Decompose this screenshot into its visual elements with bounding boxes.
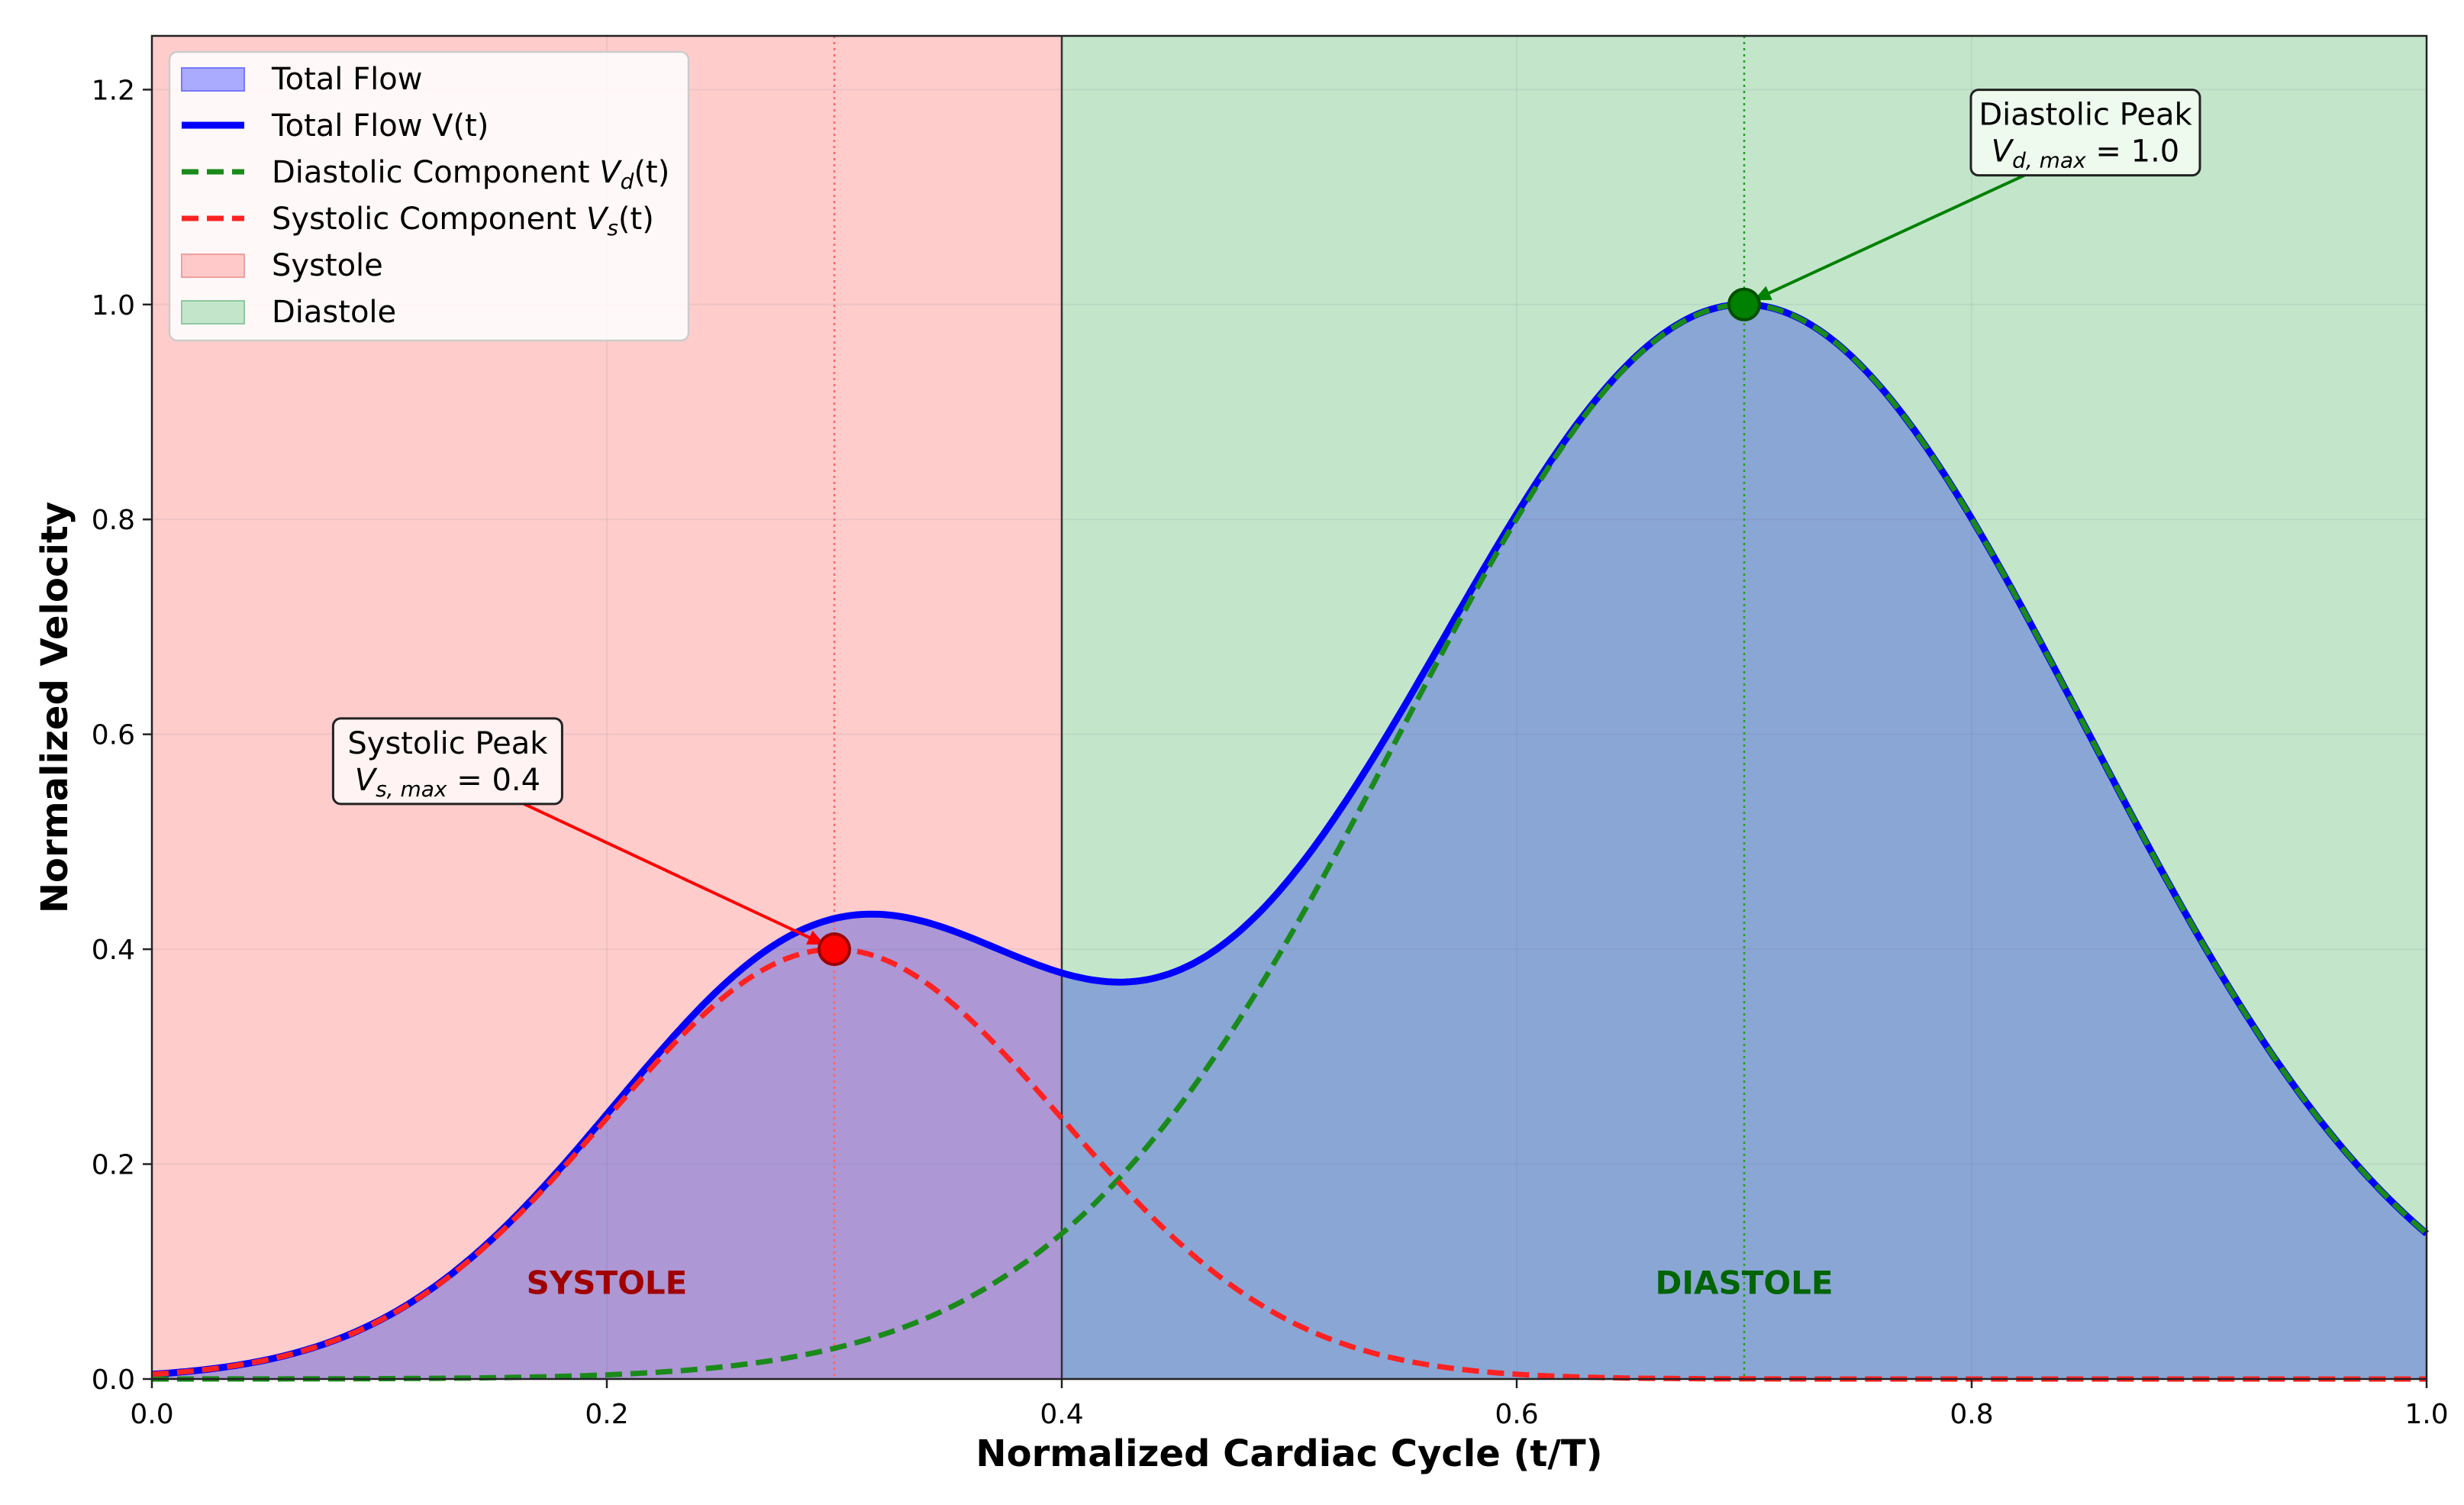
x-tick-label: 0.8 xyxy=(1950,1399,1993,1430)
diastolic-peak-label-box xyxy=(1969,89,2201,177)
legend-label-prefix: Diastolic Component xyxy=(272,155,599,190)
legend-label-prefix: Systolic Component xyxy=(272,202,586,237)
legend-swatch xyxy=(181,300,245,325)
systolic-peak-label-rest: = 0.4 xyxy=(447,763,541,798)
systolic-peak-arrow xyxy=(523,803,826,946)
legend-label-subscript: s xyxy=(607,215,618,241)
systolic-peak-marker xyxy=(818,932,851,967)
x-tick-label: 0.2 xyxy=(585,1399,628,1430)
legend-box xyxy=(168,50,690,342)
legend-label-subscript: d xyxy=(621,169,634,194)
legend-label: Diastole xyxy=(272,295,396,330)
total-flow-area xyxy=(152,304,2427,1380)
y-tick-label: 0.0 xyxy=(92,1365,135,1396)
x-tick-label: 1.0 xyxy=(2404,1399,2448,1430)
diastolic-peak-label-subscript: d, max xyxy=(2012,148,2086,173)
legend-swatch xyxy=(181,67,245,92)
systolic-peak-label-symbol: V xyxy=(355,763,378,798)
plot-frame xyxy=(150,34,2428,1381)
y-axis-label: Normalized Velocity xyxy=(34,502,76,913)
systolic-peak-label-value: Vs, max = 0.4 xyxy=(355,763,540,802)
legend-label: Total Flow xyxy=(271,62,422,97)
diastolic-peak-label-rest: = 1.0 xyxy=(2086,134,2180,170)
y-tick-label: 1.0 xyxy=(92,290,135,321)
diastolic-peak-label-title: Diastolic Peak xyxy=(1979,98,2192,133)
legend-label-symbol: V xyxy=(586,202,609,237)
legend-swatch xyxy=(181,254,245,278)
y-tick-label: 0.8 xyxy=(92,505,135,536)
region-label-diastole: DIASTOLE xyxy=(1655,1264,1833,1301)
diastolic-peak-label-value: Vd, max = 1.0 xyxy=(1992,134,2180,173)
x-tick-label: 0.0 xyxy=(130,1399,173,1430)
legend-label: Total Flow V(t) xyxy=(271,108,489,144)
legend-label-symbol: V xyxy=(599,155,622,190)
systolic-peak-label-subscript: s, max xyxy=(376,777,447,802)
y-tick-label: 1.2 xyxy=(92,75,135,106)
y-tick-label: 0.6 xyxy=(92,720,135,751)
legend-label: Diastolic Component Vd(t) xyxy=(272,155,669,194)
diastolic-peak-label-symbol: V xyxy=(1992,134,2014,170)
y-tick-label: 0.2 xyxy=(92,1150,135,1181)
legend-label-suffix: (t) xyxy=(618,202,654,237)
x-axis-label: Normalized Cardiac Cycle (t/T) xyxy=(976,1432,1602,1475)
region-label-systole: SYSTOLE xyxy=(527,1264,688,1301)
diastolic-peak-marker xyxy=(1727,287,1761,321)
systolic-peak-label-title: Systolic Peak xyxy=(347,726,548,761)
diastolic-component-line xyxy=(152,302,2429,1382)
systolic-peak-label-box xyxy=(331,717,563,806)
legend-label: Systolic Component Vs(t) xyxy=(272,202,654,241)
diastolic-peak-arrow xyxy=(1753,173,2025,302)
x-tick-label: 0.4 xyxy=(1040,1399,1083,1430)
legend-label-suffix: (t) xyxy=(634,155,669,190)
y-tick-label: 0.4 xyxy=(92,935,135,966)
x-tick-label: 0.6 xyxy=(1495,1399,1538,1430)
legend-label: Systole xyxy=(272,248,383,283)
